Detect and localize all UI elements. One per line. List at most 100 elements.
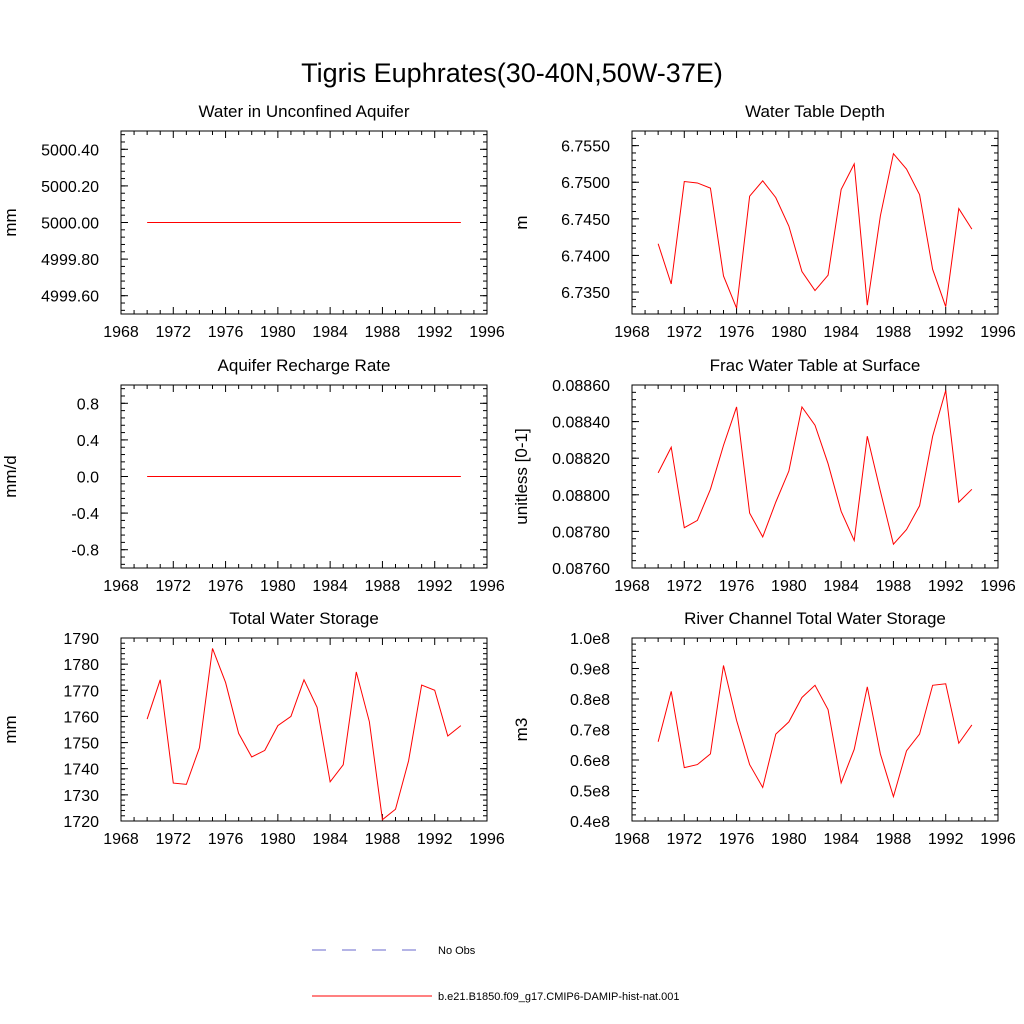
figure-title: Tigris Euphrates(30-40N,50W-37E) [301,58,723,88]
x-tick-label: 1980 [771,831,807,848]
x-tick-label: 1972 [666,578,702,595]
y-tick-label: 1790 [63,631,99,648]
y-tick-label: 1.0e8 [570,631,610,648]
x-tick-label: 1996 [469,578,505,595]
y-tick-label: 5000.00 [41,216,99,233]
chart-title: Water in Unconfined Aquifer [198,102,409,121]
chart-title: Frac Water Table at Surface [710,356,921,375]
x-tick-label: 1968 [614,324,650,341]
x-tick-label: 1976 [719,831,755,848]
legend-model-label: b.e21.B1850.f09_g17.CMIP6-DAMIP-hist-nat… [438,991,680,1003]
x-tick-label: 1972 [155,578,191,595]
y-axis-label: mm/d [1,455,20,498]
x-tick-label: 1988 [365,831,401,848]
chart-title: River Channel Total Water Storage [684,609,946,628]
y-tick-label: 1730 [63,788,99,805]
y-tick-label: 1780 [63,657,99,674]
x-tick-label: 1972 [155,831,191,848]
x-tick-label: 1988 [876,324,912,341]
y-tick-label: 1720 [63,814,99,831]
y-tick-label: 5000.40 [41,142,99,159]
y-tick-label: 0.8 [77,396,99,413]
x-tick-label: 1992 [928,578,964,595]
y-tick-label: 1740 [63,762,99,779]
panels-group: Water in Unconfined Aquifer mm 1968 1972 197… [1,102,1016,848]
x-tick-label: 1976 [719,324,755,341]
y-tick-label: 0.4 [77,433,99,450]
x-tick-label: 1968 [614,831,650,848]
x-tick-label: 1980 [771,324,807,341]
x-tick-label: 1996 [469,324,505,341]
y-axis-label: m3 [512,718,531,742]
y-tick-label: 0.0 [77,470,99,487]
y-tick-label: 4999.80 [41,252,99,269]
x-tick-label: 1976 [208,831,244,848]
x-tick-label: 1972 [155,324,191,341]
chart-title: Total Water Storage [229,609,379,628]
y-tick-label: 0.5e8 [570,784,610,801]
chart-panel-1: Water in Unconfined Aquifer mm 1968 1972 197… [1,102,505,341]
legend-obs-label: No Obs [438,945,476,957]
y-tick-label: 0.9e8 [570,662,610,679]
y-axis-label: mm [1,208,20,236]
x-tick-label: 1996 [980,324,1016,341]
x-tick-label: 1996 [980,578,1016,595]
chart-panel-4: Frac Water Table at Surface unitless [0-1… [512,356,1016,595]
y-tick-label: 0.8e8 [570,692,610,709]
x-tick-label: 1988 [876,831,912,848]
x-tick-label: 1968 [103,324,139,341]
y-tick-label: 6.7500 [561,175,610,192]
y-tick-label: 0.08800 [552,488,610,505]
y-tick-label: 0.6e8 [570,753,610,770]
x-tick-label: 1980 [260,578,296,595]
y-tick-label: 6.7400 [561,248,610,265]
x-tick-label: 1972 [666,324,702,341]
chart-panel-2: Water Table Depth m 1968 1972 1976 1980 1984 19… [512,102,1016,341]
y-tick-label: -0.4 [71,506,99,523]
y-tick-label: -0.8 [71,543,99,560]
y-tick-label: 1760 [63,709,99,726]
x-tick-label: 1992 [417,324,453,341]
x-tick-label: 1996 [980,831,1016,848]
series-line [657,152,973,309]
x-tick-label: 1976 [208,324,244,341]
y-tick-label: 1750 [63,736,99,753]
series-line [657,390,973,546]
x-tick-label: 1992 [417,578,453,595]
x-tick-label: 1984 [823,831,859,848]
x-tick-label: 1968 [103,578,139,595]
x-tick-label: 1984 [312,831,348,848]
x-tick-label: 1980 [260,324,296,341]
y-tick-label: 6.7550 [561,139,610,156]
y-tick-label: 0.08820 [552,451,610,468]
x-tick-label: 1984 [823,578,859,595]
x-tick-label: 1976 [719,578,755,595]
y-tick-label: 4999.60 [41,289,99,306]
series-line [657,665,973,799]
y-axis-label: mm [1,715,20,743]
chart-title: Water Table Depth [745,102,885,121]
chart-panel-6: River Channel Total Water Storage m3 1968 1… [512,609,1016,848]
y-axis-label: unitless [0-1] [512,428,531,524]
x-tick-label: 1992 [928,324,964,341]
x-tick-label: 1976 [208,578,244,595]
x-tick-label: 1980 [771,578,807,595]
y-tick-label: 0.08860 [552,378,610,395]
x-tick-label: 1984 [823,324,859,341]
y-tick-label: 0.08780 [552,524,610,541]
y-tick-label: 0.4e8 [570,814,610,831]
x-tick-label: 1984 [312,324,348,341]
x-tick-label: 1992 [928,831,964,848]
y-axis-label: m [512,215,531,229]
chart-panel-3: Aquifer Recharge Rate mm/d 1968 1972 1976 198… [1,356,505,595]
y-tick-label: 5000.20 [41,179,99,196]
y-tick-label: 0.08760 [552,561,610,578]
x-tick-label: 1972 [666,831,702,848]
x-tick-label: 1988 [365,324,401,341]
x-tick-label: 1980 [260,831,296,848]
x-tick-label: 1988 [365,578,401,595]
y-tick-label: 0.08840 [552,415,610,432]
y-tick-label: 1770 [63,683,99,700]
